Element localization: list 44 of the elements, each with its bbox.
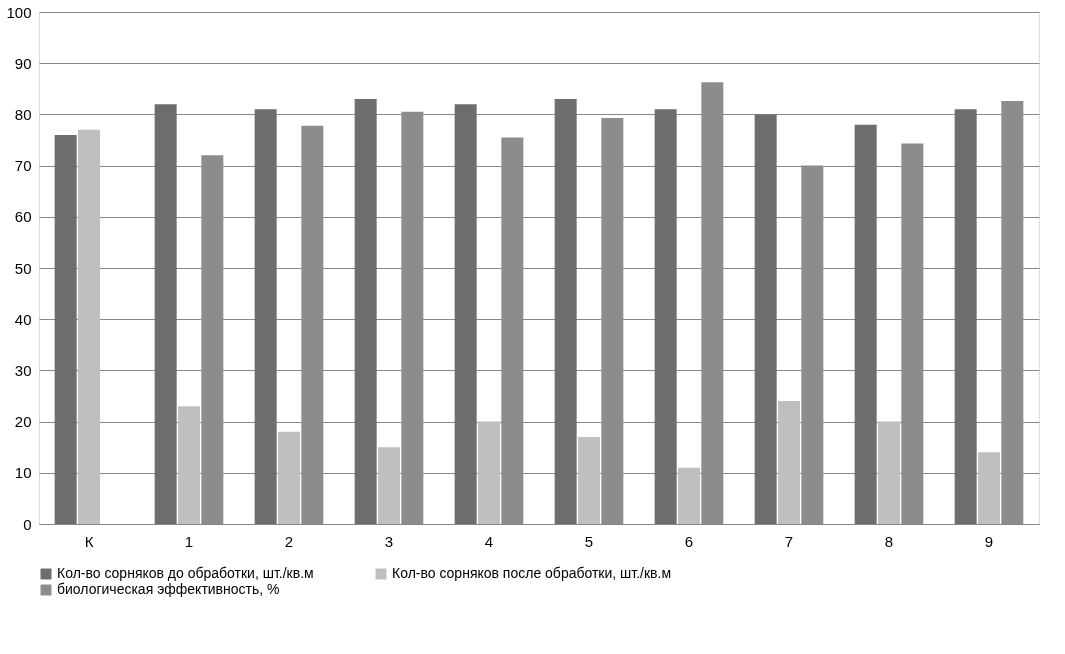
legend-label: биологическая эффективность, %: [57, 581, 280, 597]
x-tick-label: К: [84, 532, 94, 550]
y-tick-label: 100: [6, 3, 32, 21]
bar: [954, 109, 977, 524]
bar: [454, 104, 477, 524]
y-tick-label: 50: [14, 259, 32, 277]
x-tick-label: 8: [884, 532, 894, 550]
y-tick-label: 30: [14, 361, 32, 379]
y-tick-label: 80: [14, 105, 32, 123]
x-tick-label: 6: [684, 532, 694, 550]
y-tick-label: 70: [14, 157, 32, 175]
y-tick-label: 40: [14, 310, 32, 328]
y-tick-label: 60: [14, 208, 32, 226]
x-tick-label: 3: [384, 532, 394, 550]
bar: [254, 109, 277, 524]
bar: [78, 129, 100, 524]
bar: [778, 401, 800, 524]
x-tick-label: 2: [284, 532, 294, 550]
bar: [854, 124, 877, 524]
bar: [554, 99, 577, 524]
bar: [154, 104, 177, 524]
bar: [354, 99, 377, 524]
y-tick-label: 20: [14, 413, 32, 431]
legend-label: Кол-во сорняков до обработки, шт./кв.м: [57, 565, 314, 581]
x-tick-label: 4: [484, 532, 494, 550]
x-tick-label: 1: [184, 532, 194, 550]
bar: [578, 436, 600, 524]
bar: [978, 452, 1000, 524]
bar: [178, 406, 200, 524]
bar: [54, 134, 77, 524]
bar: [678, 467, 700, 524]
y-tick-label: 90: [14, 54, 32, 72]
bar: [654, 109, 677, 524]
bar: [754, 114, 777, 524]
bar: [878, 421, 900, 524]
x-tick-label: 7: [784, 532, 794, 550]
bar: [478, 421, 500, 524]
x-tick-label: 9: [984, 532, 994, 550]
legend-label: Кол-во сорняков после обработки, шт./кв.м: [392, 565, 672, 581]
x-tick-label: 5: [584, 532, 594, 550]
bar: [378, 447, 400, 524]
y-tick-label: 10: [14, 464, 32, 482]
y-tick-label: 0: [23, 515, 32, 533]
bar: [278, 431, 300, 524]
